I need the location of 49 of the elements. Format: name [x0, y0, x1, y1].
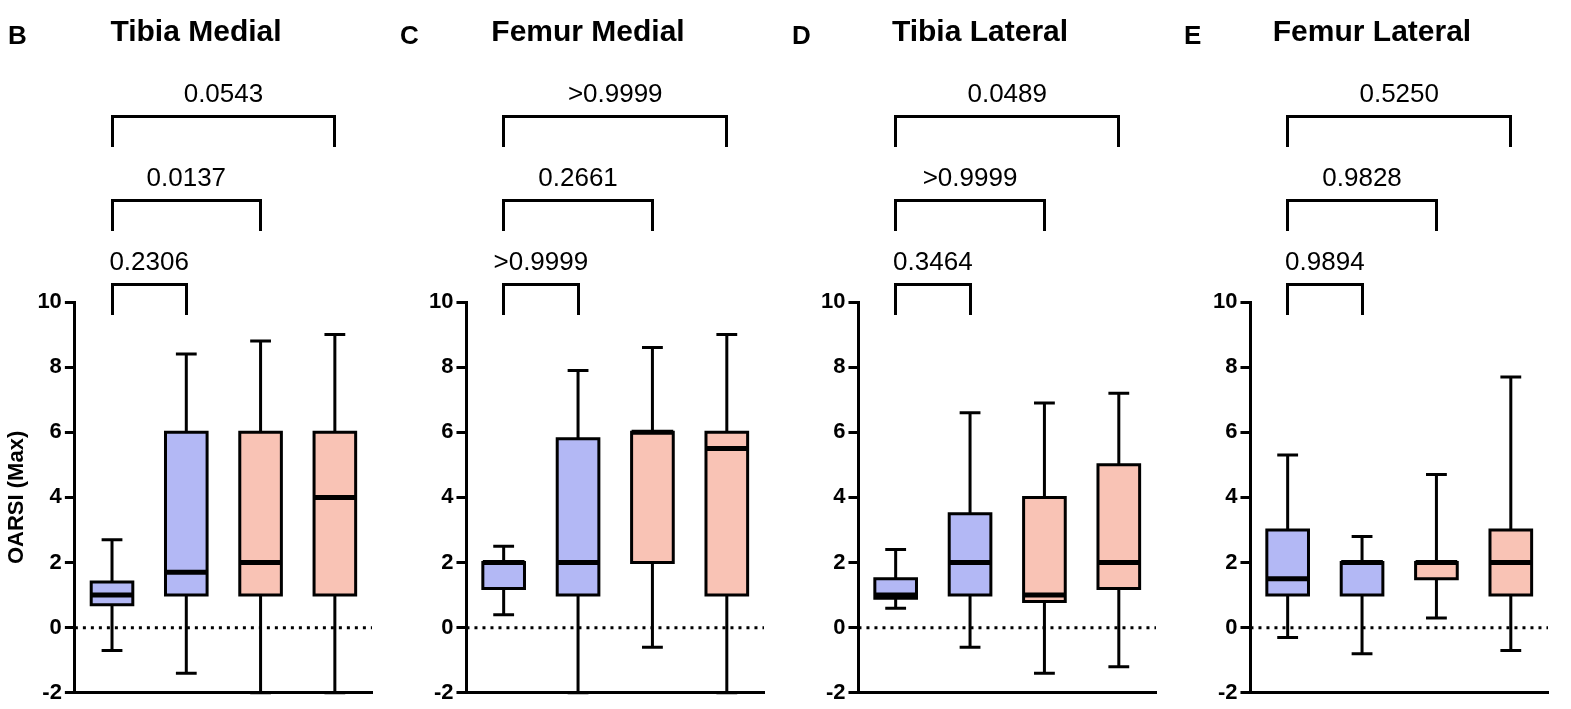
chart-title: Tibia Medial	[110, 14, 282, 47]
y-tick-label: 10	[1212, 288, 1238, 314]
text: 0.2661	[538, 162, 618, 192]
y-tick-label: -2	[42, 678, 62, 704]
text: C	[400, 20, 419, 50]
y-tick-label: 10	[820, 288, 846, 314]
text: D	[792, 20, 811, 50]
y-tick-label: 10	[37, 288, 62, 314]
y-tick-label: 8	[49, 353, 62, 379]
y-tick-label: 8	[1225, 353, 1238, 379]
text: B	[8, 20, 27, 50]
text: 0.0543	[183, 78, 264, 108]
y-tick-label: 0	[833, 613, 846, 639]
chart-title: Tibia Lateral	[891, 14, 1069, 47]
y-tick-label: -2	[825, 678, 846, 704]
y-tick-label: 10	[428, 288, 454, 314]
y-tick-label: 6	[441, 418, 454, 444]
y-tick-label: 4	[49, 483, 63, 509]
y-tick-label: -2	[433, 678, 454, 704]
text: >0.9999	[922, 162, 1018, 192]
text: 0.0489	[967, 78, 1047, 108]
text: 0.9828	[1322, 162, 1402, 192]
y-tick-label: 2	[1225, 548, 1238, 574]
y-tick-label: 8	[441, 353, 454, 379]
y-tick-label: 6	[833, 418, 846, 444]
y-tick-label: 4	[441, 483, 455, 509]
text: 0.0137	[146, 162, 227, 192]
chart-title: Femur Lateral	[1272, 14, 1472, 47]
y-tick-label: 2	[49, 548, 62, 574]
y-tick-label: 6	[49, 418, 62, 444]
text: E	[1184, 20, 1202, 50]
y-tick-label: 6	[1225, 418, 1238, 444]
text: 0.5250	[1359, 78, 1439, 108]
y-tick-label: 0	[49, 613, 62, 639]
y-tick-label: 0	[1225, 613, 1238, 639]
text: >0.9999	[567, 78, 663, 108]
y-tick-label: 8	[833, 353, 846, 379]
y-tick-label: 4	[833, 483, 847, 509]
text: 0.9894	[1285, 246, 1365, 276]
text: >0.9999	[493, 246, 589, 276]
y-tick-label: 0	[441, 613, 454, 639]
chart-title: Femur Medial	[491, 14, 685, 47]
y-axis-title: OARSI (Max)	[3, 430, 29, 565]
text: 0.3464	[893, 246, 973, 276]
y-tick-label: -2	[1217, 678, 1238, 704]
y-tick-label: 4	[1225, 483, 1239, 509]
y-tick-label: 2	[833, 548, 846, 574]
text: 0.2306	[109, 246, 189, 276]
y-tick-label: 2	[441, 548, 454, 574]
